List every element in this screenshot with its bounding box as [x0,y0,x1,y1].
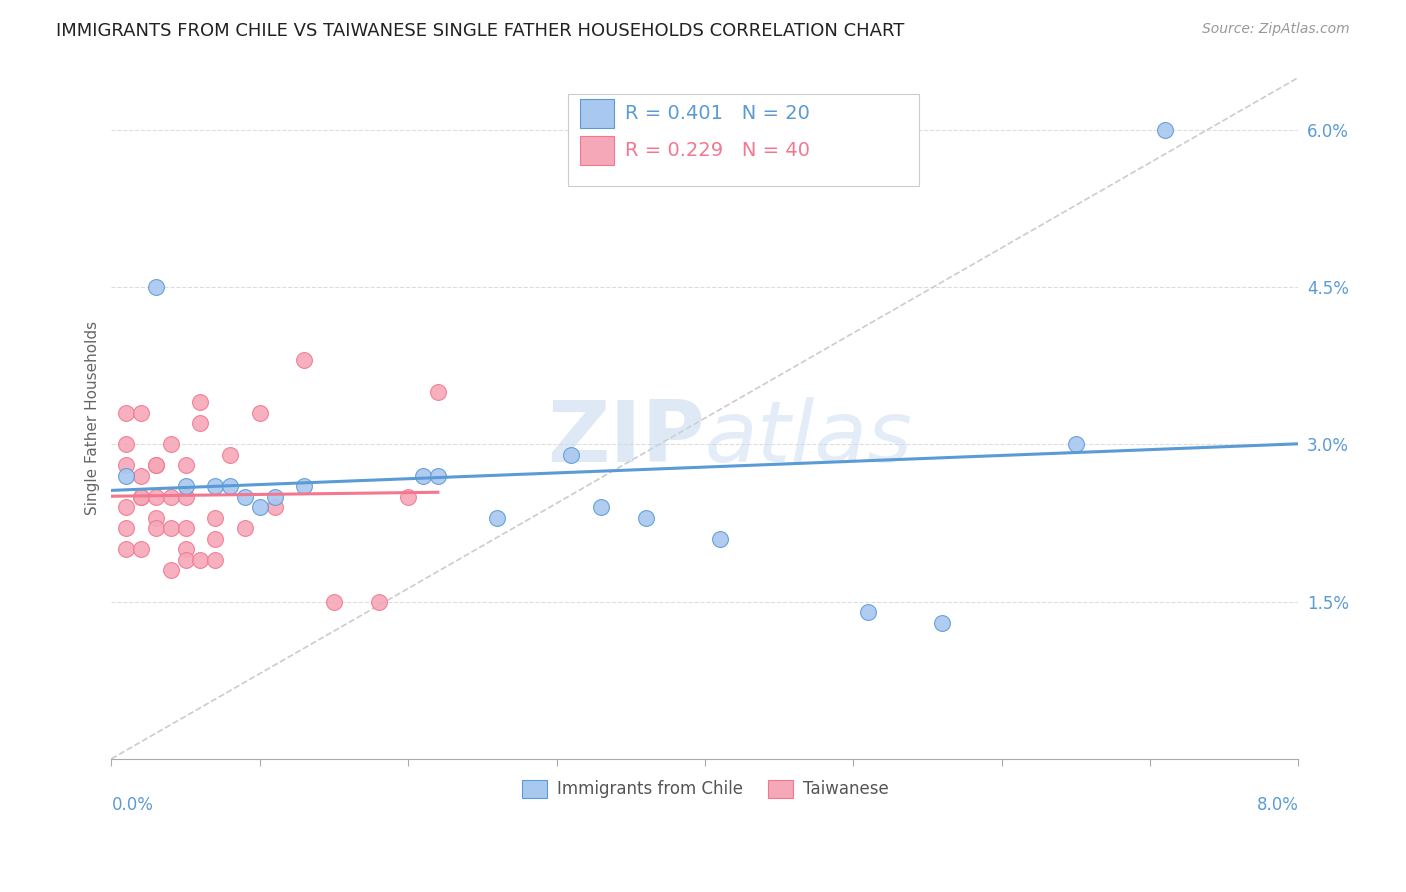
Legend: Immigrants from Chile, Taiwanese: Immigrants from Chile, Taiwanese [515,773,896,805]
Point [634,510,657,524]
Point [486,510,509,524]
Point [292,353,315,368]
Point [190,552,212,566]
Point [426,384,449,399]
Point [1154,123,1177,137]
Point [190,417,212,431]
Point [129,468,152,483]
Point [204,552,226,566]
Text: IMMIGRANTS FROM CHILE VS TAIWANESE SINGLE FATHER HOUSEHOLDS CORRELATION CHART: IMMIGRANTS FROM CHILE VS TAIWANESE SINGL… [56,22,904,40]
Point [292,479,315,493]
Point [219,479,242,493]
Text: 8.0%: 8.0% [1257,797,1299,814]
Point [204,510,226,524]
Point [233,521,256,535]
Point [174,479,197,493]
FancyBboxPatch shape [581,136,613,165]
Point [145,521,167,535]
Point [115,500,138,515]
Point [115,437,138,451]
Point [159,521,181,535]
Point [159,490,181,504]
Point [115,542,138,557]
Point [367,594,389,608]
Point [174,521,197,535]
Point [174,458,197,473]
Y-axis label: Single Father Households: Single Father Households [86,321,100,516]
Point [396,490,419,504]
Point [129,490,152,504]
Point [174,490,197,504]
Point [204,479,226,493]
Point [931,615,953,630]
Point [145,458,167,473]
Point [159,437,181,451]
Point [115,468,138,483]
Point [129,406,152,420]
Point [129,490,152,504]
Point [323,594,346,608]
Point [263,490,285,504]
Point [219,448,242,462]
FancyBboxPatch shape [581,99,613,128]
Point [249,500,271,515]
Point [263,500,285,515]
Text: ZIP: ZIP [547,397,704,480]
Point [249,406,271,420]
Point [174,542,197,557]
Point [145,490,167,504]
Text: Source: ZipAtlas.com: Source: ZipAtlas.com [1202,22,1350,37]
Point [233,490,256,504]
Point [591,500,613,515]
Point [174,552,197,566]
Point [145,458,167,473]
Point [412,468,434,483]
Point [560,448,582,462]
Point [115,458,138,473]
Text: R = 0.401   N = 20: R = 0.401 N = 20 [626,104,810,123]
Point [1064,437,1087,451]
Point [190,395,212,409]
Point [709,532,731,546]
Point [426,468,449,483]
Text: R = 0.229   N = 40: R = 0.229 N = 40 [626,141,810,160]
Point [115,406,138,420]
Point [115,521,138,535]
Point [204,532,226,546]
Point [145,280,167,294]
Text: atlas: atlas [704,397,912,480]
Point [856,605,879,619]
Point [159,563,181,577]
Point [129,542,152,557]
Point [145,510,167,524]
Text: 0.0%: 0.0% [111,797,153,814]
